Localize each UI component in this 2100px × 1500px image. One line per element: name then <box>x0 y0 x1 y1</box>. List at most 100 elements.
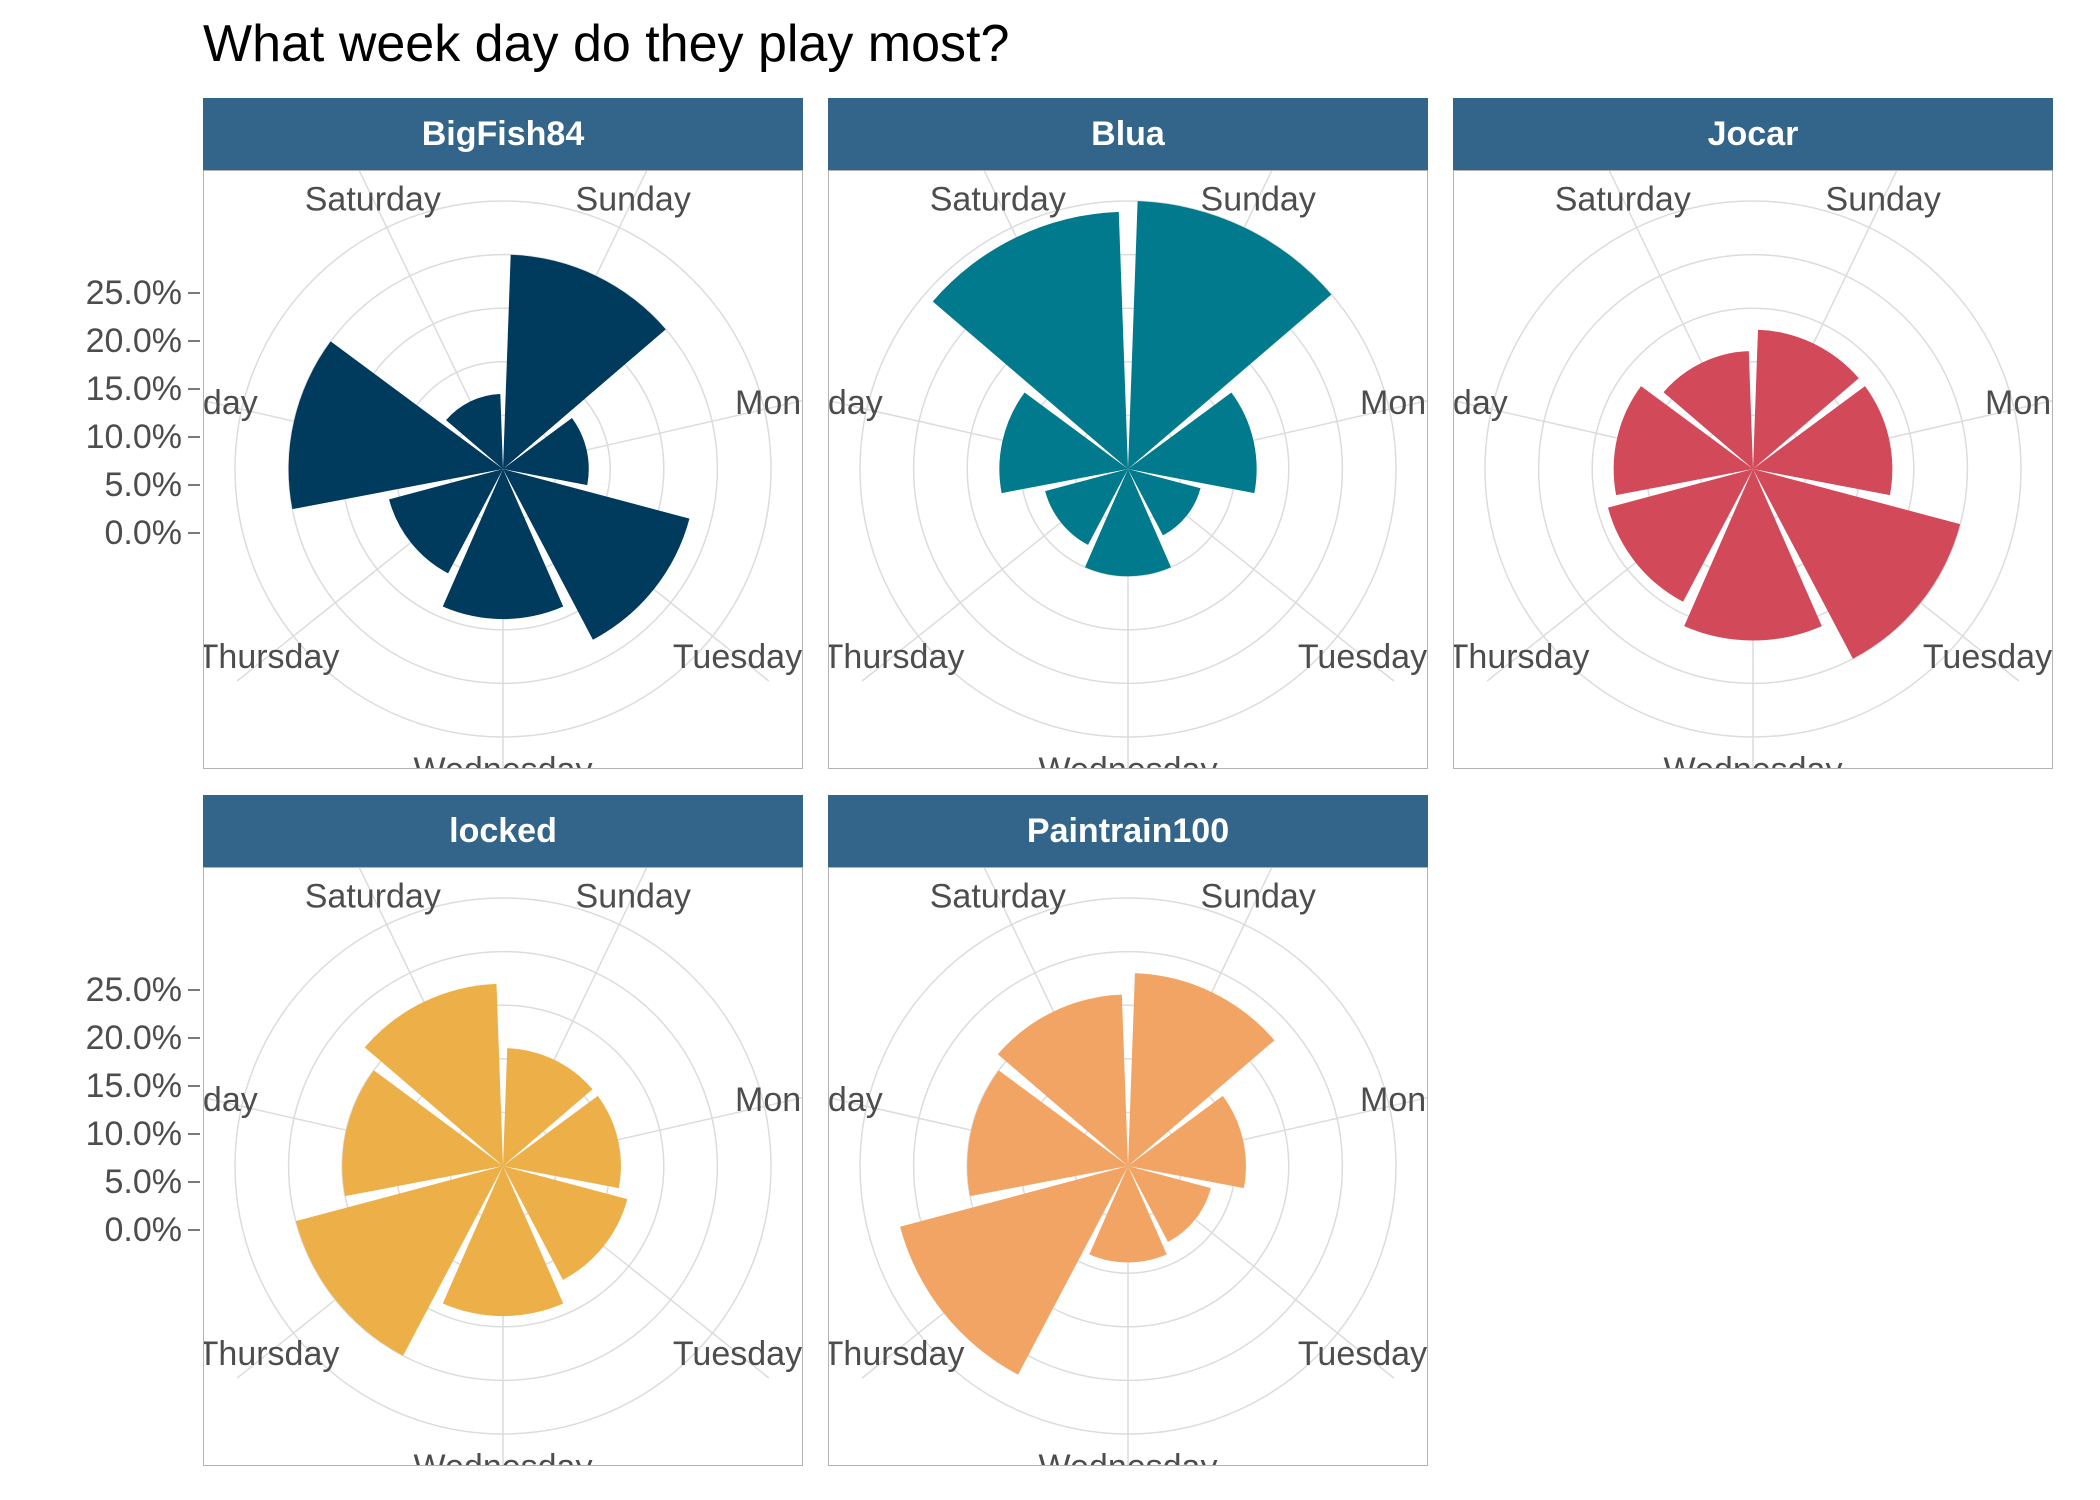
bar-thursday <box>1607 469 1753 602</box>
bar-tuesday <box>1128 469 1201 536</box>
bar-sunday <box>1128 973 1275 1166</box>
y-tick-label: 10.0% <box>86 418 182 456</box>
day-label-saturday: Saturday <box>305 181 441 219</box>
day-label-wednesday: Wednesday <box>414 1448 593 1465</box>
bar-saturday <box>1663 351 1753 469</box>
polar-plot-area: Sunday Monday Tuesday Wednesday Thursday Frid… <box>1453 170 2053 769</box>
day-label-friday: Friday <box>204 384 258 422</box>
y-tick-label: 20.0% <box>86 322 182 360</box>
day-label-thursday: Thursday <box>204 1335 339 1373</box>
y-tick-label: 20.0% <box>86 1019 182 1057</box>
bar-sunday <box>503 1048 593 1166</box>
bar-thursday <box>389 469 503 574</box>
y-tick-label: 25.0% <box>86 971 182 1009</box>
bar-wednesday <box>442 469 564 620</box>
day-label-saturday: Saturday <box>1555 181 1691 219</box>
polar-chart-svg: Sunday Monday Tuesday Wednesday Thursday Frid… <box>829 171 1427 768</box>
y-tick-label: 15.0% <box>86 370 182 408</box>
day-label-thursday: Thursday <box>829 1335 964 1373</box>
polar-plot-area: Sunday Monday Tuesday Wednesday Thursday Frid… <box>203 867 803 1466</box>
day-label-wednesday: Wednesday <box>1039 751 1218 768</box>
bar-saturday <box>364 983 503 1166</box>
chart-title: What week day do they play most? <box>203 15 1010 73</box>
day-label-sunday: Sunday <box>576 878 691 916</box>
bar-sunday <box>1753 329 1859 469</box>
bar-saturday <box>446 394 503 469</box>
polar-plot-area: Sunday Monday Tuesday Wednesday Thursday Frid… <box>828 867 1428 1466</box>
polar-plot-area: Sunday Monday Tuesday Wednesday Thursday Frid… <box>203 170 803 769</box>
day-label-monday: Monday <box>735 384 802 422</box>
facet-panel-locked: locked Sunday Monday Tuesday Wednesday Thursd… <box>203 795 803 1466</box>
bar-tuesday <box>1753 469 1961 659</box>
polar-chart-svg: Sunday Monday Tuesday Wednesday Thursday Frid… <box>829 868 1427 1465</box>
facet-strip-label: Paintrain100 <box>828 795 1428 867</box>
polar-chart-svg: Sunday Monday Tuesday Wednesday Thursday Frid… <box>204 868 802 1465</box>
bar-monday <box>1753 386 1893 496</box>
bar-wednesday <box>1089 1166 1167 1263</box>
day-label-friday: Friday <box>829 384 883 422</box>
facet-panel-bigfish84: BigFish84 Sunday Monday Tuesday Wednesday Thu… <box>203 98 803 769</box>
y-tick-label: 5.0% <box>105 466 183 504</box>
day-label-tuesday: Tuesday <box>673 1335 802 1373</box>
bar-tuesday <box>503 1166 628 1280</box>
day-label-sunday: Sunday <box>1201 181 1316 219</box>
day-label-monday: Monday <box>1985 384 2052 422</box>
day-label-saturday: Saturday <box>930 878 1066 916</box>
y-tick-label: 25.0% <box>86 274 182 312</box>
bar-saturday <box>932 211 1128 469</box>
day-label-tuesday: Tuesday <box>1298 638 1427 676</box>
facet-panel-blua: Blua Sunday Monday Tuesday Wednesday Thursday… <box>828 98 1428 769</box>
facet-strip-label: BigFish84 <box>203 98 803 170</box>
y-tick-label: 5.0% <box>105 1163 183 1201</box>
y-tick-label: 0.0% <box>105 1211 183 1249</box>
day-label-wednesday: Wednesday <box>414 751 593 768</box>
bar-tuesday <box>503 469 690 640</box>
bar-monday <box>1128 392 1257 494</box>
bar-monday <box>1128 1095 1246 1189</box>
bar-friday <box>342 1070 503 1197</box>
day-label-saturday: Saturday <box>930 181 1066 219</box>
y-axis: 25.0% 20.0% 15.0% 10.0% 5.0% 0.0% <box>0 867 200 1467</box>
bar-saturday <box>997 994 1128 1166</box>
facet-panel-paintrain100: Paintrain100 Sunday Monday Tuesday Wednesday… <box>828 795 1428 1466</box>
bar-friday <box>1613 386 1753 496</box>
polar-chart-svg: Sunday Monday Tuesday Wednesday Thursday Frid… <box>204 171 802 768</box>
y-tick-label: 0.0% <box>105 514 183 552</box>
day-label-monday: Monday <box>1360 1081 1427 1119</box>
y-axis-svg: 25.0% 20.0% 15.0% 10.0% 5.0% 0.0% <box>86 971 200 1249</box>
bar-monday <box>503 1095 621 1189</box>
polar-plot-area: Sunday Monday Tuesday Wednesday Thursday Frid… <box>828 170 1428 769</box>
day-label-tuesday: Tuesday <box>673 638 802 676</box>
day-label-sunday: Sunday <box>1201 878 1316 916</box>
bar-wednesday <box>1084 469 1172 577</box>
day-label-saturday: Saturday <box>305 878 441 916</box>
y-axis-svg: 25.0% 20.0% 15.0% 10.0% 5.0% 0.0% <box>86 274 200 552</box>
bar-thursday <box>295 1166 503 1356</box>
day-label-wednesday: Wednesday <box>1039 1448 1218 1465</box>
bar-tuesday <box>1128 1166 1211 1242</box>
bar-thursday <box>900 1166 1128 1375</box>
bar-sunday <box>503 254 666 469</box>
y-tick-label: 15.0% <box>86 1067 182 1105</box>
day-label-friday: Friday <box>204 1081 258 1119</box>
day-label-thursday: Thursday <box>829 638 964 676</box>
day-label-thursday: Thursday <box>1454 638 1589 676</box>
facet-strip-label: locked <box>203 795 803 867</box>
day-label-monday: Monday <box>1360 384 1427 422</box>
day-label-sunday: Sunday <box>576 181 691 219</box>
bar-friday <box>967 1070 1128 1197</box>
polar-chart-svg: Sunday Monday Tuesday Wednesday Thursday Frid… <box>1454 171 2052 768</box>
facet-panel-jocar: Jocar Sunday Monday Tuesday Wednesday Thursda… <box>1453 98 2053 769</box>
bar-friday <box>999 392 1128 494</box>
bar-wednesday <box>1684 469 1822 641</box>
day-label-friday: Friday <box>829 1081 883 1119</box>
y-tick-label: 10.0% <box>86 1115 182 1153</box>
day-label-tuesday: Tuesday <box>1923 638 2052 676</box>
bar-monday <box>503 417 589 486</box>
day-label-friday: Friday <box>1454 384 1508 422</box>
y-axis: 25.0% 20.0% 15.0% 10.0% 5.0% 0.0% <box>0 170 200 770</box>
facet-strip-label: Blua <box>828 98 1428 170</box>
day-label-thursday: Thursday <box>204 638 339 676</box>
facet-strip-label: Jocar <box>1453 98 2053 170</box>
